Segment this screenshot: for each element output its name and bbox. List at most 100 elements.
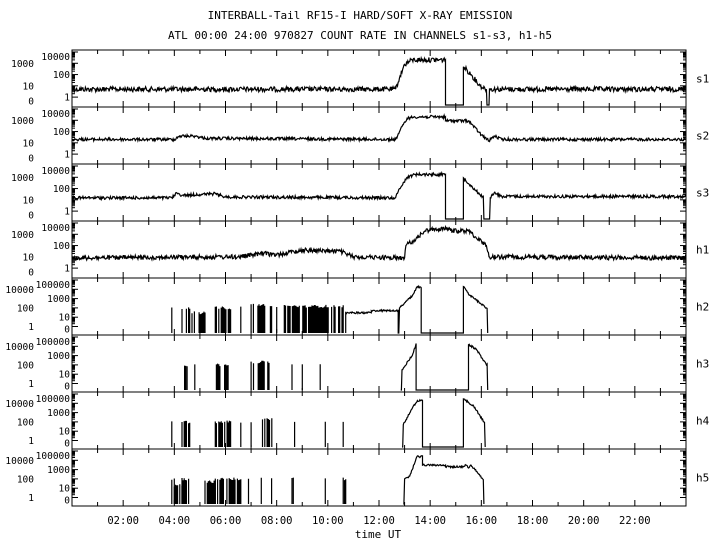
y-tick-label: 0 [64, 439, 70, 450]
x-tick-label: 06:00 [210, 515, 242, 527]
y-tick-label: 10 [23, 138, 35, 149]
y-tick-label: 1000 [11, 116, 34, 127]
y-tick-label: 10000 [41, 52, 70, 63]
series-s1 [71, 55, 687, 106]
y-tick-label: 1000 [47, 408, 70, 419]
y-tick-label: 100000 [36, 451, 71, 462]
y-tick-label: 1 [64, 264, 70, 275]
y-tick-label: 1000 [47, 465, 70, 476]
panel-frame [71, 163, 687, 222]
y-tick-label: 1 [28, 379, 34, 390]
burst-h4 [181, 420, 191, 447]
y-tick-label: 100 [17, 360, 34, 371]
y-tick-label: 100 [17, 417, 34, 428]
x-tick-label: 14:00 [414, 515, 446, 527]
y-tick-label: 100 [53, 241, 70, 252]
panel-frame [71, 106, 687, 165]
burst-h3 [184, 365, 188, 390]
y-tick-label: 0 [64, 382, 70, 393]
y-tick-label: 10000 [5, 285, 34, 296]
y-tick-label: 10 [59, 313, 71, 324]
series-h4 [402, 398, 486, 448]
x-tick-label: 10:00 [312, 515, 344, 527]
burst-h2 [283, 304, 344, 333]
y-tick-label: 0 [28, 97, 34, 108]
panel-frame [71, 334, 687, 393]
burst-h2 [181, 307, 191, 333]
y-tick-label: 10000 [41, 223, 70, 234]
y-tick-label: 1000 [11, 230, 34, 241]
series-h1 [71, 224, 687, 262]
y-tick-label: 100 [53, 184, 70, 195]
y-tick-label: 100 [53, 127, 70, 138]
x-tick-label: 12:00 [363, 515, 395, 527]
panel-label: h1 [696, 244, 709, 257]
y-tick-label: 1000 [47, 351, 70, 362]
burst-h5 [204, 480, 216, 504]
y-tick-label: 100 [53, 70, 70, 81]
y-tick-label: 1 [64, 150, 70, 161]
panel-label: h2 [696, 301, 709, 314]
y-tick-label: 10 [59, 427, 71, 438]
y-tick-label: 0 [64, 496, 70, 507]
panel-label: h3 [696, 358, 709, 371]
y-tick-label: 1 [28, 436, 34, 447]
series-h2 [345, 284, 489, 334]
burst-h4 [261, 418, 273, 447]
y-tick-label: 10 [23, 252, 35, 263]
y-tick-label: 10 [23, 195, 35, 206]
panel-label: h4 [696, 415, 710, 428]
x-tick-label: 02:00 [107, 515, 139, 527]
panel-frame [71, 49, 687, 108]
burst-h5 [181, 478, 190, 504]
panels-group: 1000010001001010s11000010001001010s21000… [5, 49, 710, 527]
y-tick-label: 10000 [41, 109, 70, 120]
y-tick-label: 0 [28, 268, 34, 279]
y-tick-label: 10 [23, 81, 35, 92]
series-s2 [71, 113, 687, 143]
y-tick-label: 1 [64, 93, 70, 104]
panel-label: h5 [696, 472, 709, 485]
burst-h5 [173, 484, 183, 504]
y-tick-label: 10000 [5, 342, 34, 353]
burst-h3 [215, 363, 229, 390]
series-h5 [403, 455, 485, 505]
burst-h2 [191, 311, 206, 333]
y-tick-label: 0 [28, 211, 34, 222]
y-tick-label: 1 [64, 207, 70, 218]
burst-h5 [342, 477, 347, 504]
panel-label: s3 [696, 187, 709, 200]
y-tick-label: 10 [59, 484, 71, 495]
y-tick-label: 100 [17, 303, 34, 314]
y-tick-label: 100 [17, 474, 34, 485]
y-tick-label: 100000 [36, 394, 71, 405]
panel-label: s2 [696, 130, 709, 143]
burst-h5 [291, 477, 294, 504]
x-tick-label: 08:00 [261, 515, 293, 527]
y-tick-label: 1 [28, 322, 34, 333]
panel-label: s1 [696, 73, 709, 86]
x-tick-label: 22:00 [619, 515, 651, 527]
burst-h2 [250, 303, 273, 333]
series-h3 [400, 343, 489, 391]
panel-frame [71, 220, 687, 279]
y-tick-label: 100000 [36, 337, 71, 348]
y-tick-label: 10 [59, 370, 71, 381]
y-tick-label: 10000 [41, 166, 70, 177]
burst-h4 [214, 420, 232, 447]
x-tick-label: 18:00 [517, 515, 549, 527]
panel-frame [71, 448, 687, 507]
y-tick-label: 1 [28, 493, 34, 504]
y-tick-label: 1000 [11, 173, 34, 184]
panel-frame [71, 391, 687, 450]
x-axis-label: time UT [355, 528, 402, 541]
burst-h2 [214, 306, 232, 333]
